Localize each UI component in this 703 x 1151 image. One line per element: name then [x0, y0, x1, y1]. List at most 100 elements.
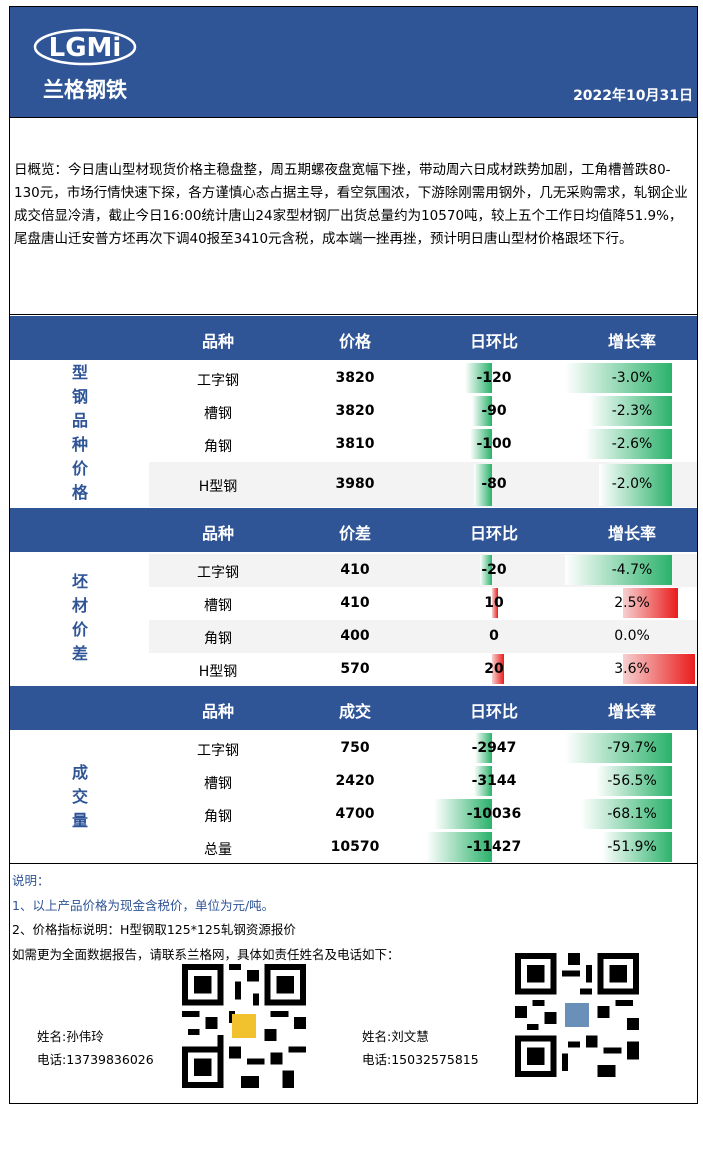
item-rate: -79.7% — [607, 740, 657, 756]
item-name: 角钢 — [204, 439, 232, 455]
qr-code-icon — [182, 964, 306, 1088]
col-header-value: 价格 — [338, 332, 372, 351]
report-date: 2022年10月31日 — [573, 88, 693, 104]
table-row: 角钢 4700 -10036 -68.1% — [149, 798, 697, 831]
item-rate: -3.0% — [611, 370, 653, 386]
rate-bar — [565, 733, 672, 763]
col-header-rate: 增长率 — [607, 332, 657, 351]
change-bar — [434, 799, 492, 829]
item-change: -120 — [476, 370, 512, 386]
item-value: 3810 — [335, 436, 375, 452]
item-value: 2420 — [335, 773, 375, 789]
item-change: -90 — [481, 403, 507, 419]
col-header-rate: 增长率 — [607, 702, 657, 721]
table-row: 角钢 400 0 0.0% — [149, 620, 697, 653]
item-change: 0 — [489, 628, 499, 644]
item-change: -10036 — [466, 806, 522, 822]
item-change: -100 — [476, 436, 512, 452]
item-change: 20 — [484, 661, 504, 677]
item-value: 570 — [340, 661, 370, 677]
col-header-value: 成交 — [338, 702, 372, 721]
contact-2: 姓名:刘文慧 电话:15032575815 — [362, 1025, 479, 1071]
item-rate: -51.9% — [607, 839, 657, 855]
svg-text:兰格钢铁: 兰格钢铁 — [43, 77, 127, 102]
item-rate: -2.0% — [611, 476, 653, 492]
change-bar — [480, 555, 492, 585]
header-bar: LGMi 兰格钢铁 2022年10月31日 — [10, 7, 697, 117]
rate-bar — [623, 588, 678, 618]
section-header-spread: 品种 价差 日环比 增长率 — [10, 508, 697, 552]
rate-bar — [623, 654, 695, 684]
change-bar — [492, 588, 498, 618]
divider — [10, 117, 697, 118]
table-row: 工字钢 410 -20 -4.7% — [149, 554, 697, 587]
table-row: H型钢 570 20 3.6% — [149, 653, 697, 686]
col-header-value: 价差 — [338, 524, 372, 543]
note-line: 1、以上产品价格为现金含税价，单位为元/吨。 — [12, 897, 275, 913]
contact-name: 姓名:孙伟玲 — [37, 1029, 104, 1044]
item-name: 工字钢 — [197, 565, 239, 581]
item-rate: 0.0% — [614, 628, 650, 644]
item-value: 3820 — [335, 403, 375, 419]
rate-bar — [596, 766, 672, 796]
item-name: 总量 — [204, 842, 232, 858]
section-title-spread: 坯材价差 — [71, 572, 88, 663]
item-change: -3144 — [471, 773, 517, 789]
item-rate: 3.6% — [614, 661, 650, 677]
item-rate: -2.3% — [611, 403, 653, 419]
notes: 说明： 1、以上产品价格为现金含税价，单位为元/吨。 2、价格指标说明：H型钢取… — [12, 869, 400, 967]
item-rate: -2.6% — [611, 436, 653, 452]
item-name: 工字钢 — [197, 373, 239, 389]
item-value: 4700 — [335, 806, 375, 822]
rate-bar — [585, 429, 672, 459]
item-rate: -68.1% — [607, 806, 657, 822]
col-header-item: 品种 — [201, 524, 235, 543]
change-bar — [474, 464, 492, 506]
rate-bar — [599, 464, 672, 506]
col-header-rate: 增长率 — [607, 524, 657, 543]
rate-bar — [565, 555, 672, 585]
item-name: 槽钢 — [204, 406, 232, 422]
item-value: 3820 — [335, 370, 375, 386]
section-title-volume: 成交量 — [71, 763, 88, 830]
contact-phone: 电话:15032575815 — [362, 1052, 479, 1067]
divider — [10, 314, 697, 315]
contact-phone: 电话:13739836026 — [37, 1052, 154, 1067]
table-row: 工字钢 750 -2947 -79.7% — [149, 732, 697, 765]
change-bar — [426, 832, 492, 862]
item-rate: -4.7% — [611, 562, 653, 578]
col-header-change: 日环比 — [469, 702, 519, 721]
item-name: 槽钢 — [204, 776, 232, 792]
table-row: 槽钢 3820 -90 -2.3% — [149, 395, 697, 428]
note-line: 如需更为全面数据报告，请联系兰格网，具体如责任姓名及电话如下： — [12, 946, 400, 962]
col-header-change: 日环比 — [469, 524, 519, 543]
contact-name: 姓名:刘文慧 — [362, 1029, 429, 1044]
contact-1: 姓名:孙伟玲 电话:13739836026 — [37, 1025, 154, 1071]
item-value: 410 — [340, 562, 370, 578]
item-name: 槽钢 — [204, 598, 232, 614]
change-bar — [474, 766, 492, 796]
change-bar — [492, 654, 504, 684]
qr-code-icon — [515, 953, 639, 1077]
rate-bar — [581, 799, 672, 829]
divider — [10, 863, 697, 864]
item-rate: 2.5% — [614, 595, 650, 611]
svg-text:LGMi: LGMi — [49, 33, 122, 63]
section-header-price: 品种 价格 日环比 增长率 — [10, 316, 697, 360]
table-row: 槽钢 410 10 2.5% — [149, 587, 697, 620]
item-value: 750 — [340, 740, 370, 756]
col-header-change: 日环比 — [469, 332, 519, 351]
item-value: 410 — [340, 595, 370, 611]
item-change: 10 — [484, 595, 504, 611]
change-bar — [472, 396, 492, 426]
change-bar — [475, 733, 492, 763]
daily-summary: 日概览：今日唐山型材现货价格主稳盘整，周五期螺夜盘宽幅下挫，带动周六日成材跌势加… — [14, 162, 688, 247]
item-change: -11427 — [466, 839, 522, 855]
change-bar — [470, 429, 492, 459]
item-name: 工字钢 — [197, 743, 239, 759]
section-title-price: 型钢品种价格 — [71, 363, 88, 502]
item-value: 3980 — [335, 476, 375, 492]
notes-title: 说明： — [12, 873, 50, 888]
col-header-item: 品种 — [201, 702, 235, 721]
rate-bar — [565, 363, 672, 393]
